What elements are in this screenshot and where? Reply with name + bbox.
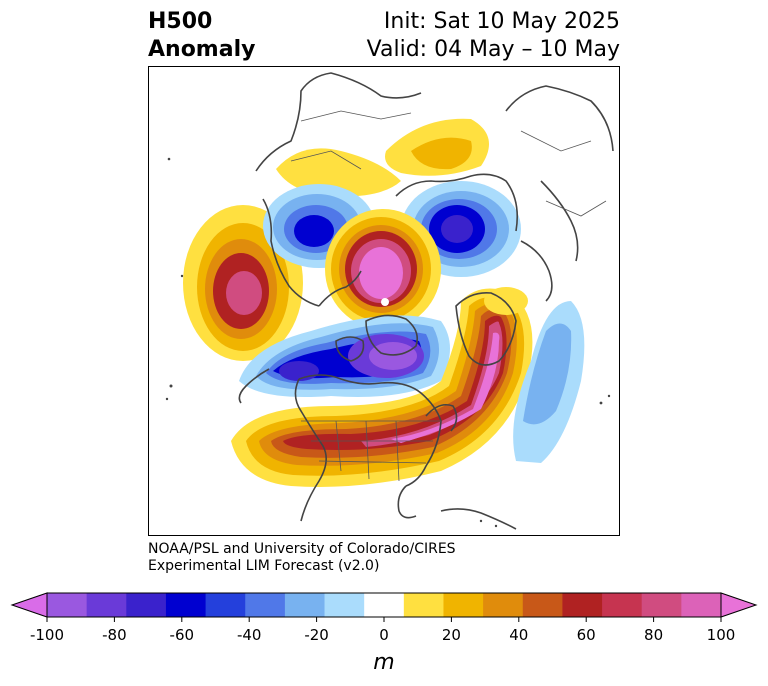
anomaly-ridge-north-america <box>231 288 533 487</box>
colorbar-bin <box>522 593 563 617</box>
colorbar-tick-label: 100 <box>707 626 736 644</box>
islands <box>165 157 611 528</box>
colorbar-bin <box>364 593 405 617</box>
init-date: Init: Sat 10 May 2025 <box>383 9 620 34</box>
colorbar-bin <box>47 593 88 617</box>
anomaly-trough-canada <box>239 315 450 397</box>
colorbar-tick-label: 80 <box>644 626 663 644</box>
colorbar-bin <box>483 593 524 617</box>
colorbar-bin <box>165 593 207 617</box>
colorbar-tick-label: -100 <box>30 626 64 644</box>
colorbar-tick-label: 60 <box>577 626 596 644</box>
anomaly-trough-eurasia <box>401 181 521 277</box>
colorbar-bin <box>86 593 127 617</box>
colorbar-bin <box>641 593 682 617</box>
anomaly-ridge-arctic-center <box>325 209 441 329</box>
anomaly-trough-atlantic <box>513 301 585 463</box>
colorbar-extend-low <box>10 592 48 618</box>
colorbar-tick-label: -80 <box>102 626 127 644</box>
credit-line-1: NOAA/PSL and University of Colorado/CIRE… <box>148 541 456 557</box>
colorbar-bin <box>205 593 246 617</box>
colorbar-bin <box>562 593 603 617</box>
colorbar-tick-label: -40 <box>237 626 262 644</box>
colorbar-bin <box>324 593 365 617</box>
credit-line-2: Experimental LIM Forecast (v2.0) <box>148 558 380 574</box>
forecast-dates: Init: Sat 10 May 2025 Valid: 04 May – 10… <box>367 8 620 64</box>
anomaly-map <box>165 72 614 530</box>
colorbar-tick-label: 20 <box>442 626 461 644</box>
colorbar-extend-high <box>720 592 758 618</box>
political-boundaries <box>290 110 607 482</box>
map-title: H500 Anomaly <box>148 8 255 64</box>
colorbar-bin <box>681 593 722 617</box>
title-variable: H500 <box>148 9 213 34</box>
colorbar-swatches <box>10 592 758 618</box>
colorbar-tick-label: 0 <box>379 626 389 644</box>
colorbar-tick-label: 40 <box>509 626 528 644</box>
title-field: Anomaly <box>148 37 256 62</box>
colorbar-tick-label: -20 <box>304 626 329 644</box>
credit-text: NOAA/PSL and University of Colorado/CIRE… <box>148 541 456 575</box>
colorbar-unit-label: m <box>373 650 394 675</box>
colorbar-bin <box>126 593 167 617</box>
colorbar-bin <box>602 593 643 617</box>
colorbar: -100 -80 -60 -40 -20 0 20 40 60 80 100 m <box>10 592 758 675</box>
map-panel <box>148 66 620 536</box>
anomaly-ridge-east-atlantic <box>484 287 528 315</box>
colorbar-bin <box>443 593 484 617</box>
colorbar-tick-label: -60 <box>170 626 195 644</box>
colorbar-bin <box>245 593 286 617</box>
coastlines <box>238 72 614 530</box>
colorbar-ticks: -100 -80 -60 -40 -20 0 20 40 60 80 100 <box>30 617 735 644</box>
anomaly-ridge-arctic-upper <box>276 118 489 197</box>
colorbar-bin <box>403 593 444 617</box>
valid-range: Valid: 04 May – 10 May <box>366 37 620 62</box>
colorbar-bin <box>284 593 326 617</box>
